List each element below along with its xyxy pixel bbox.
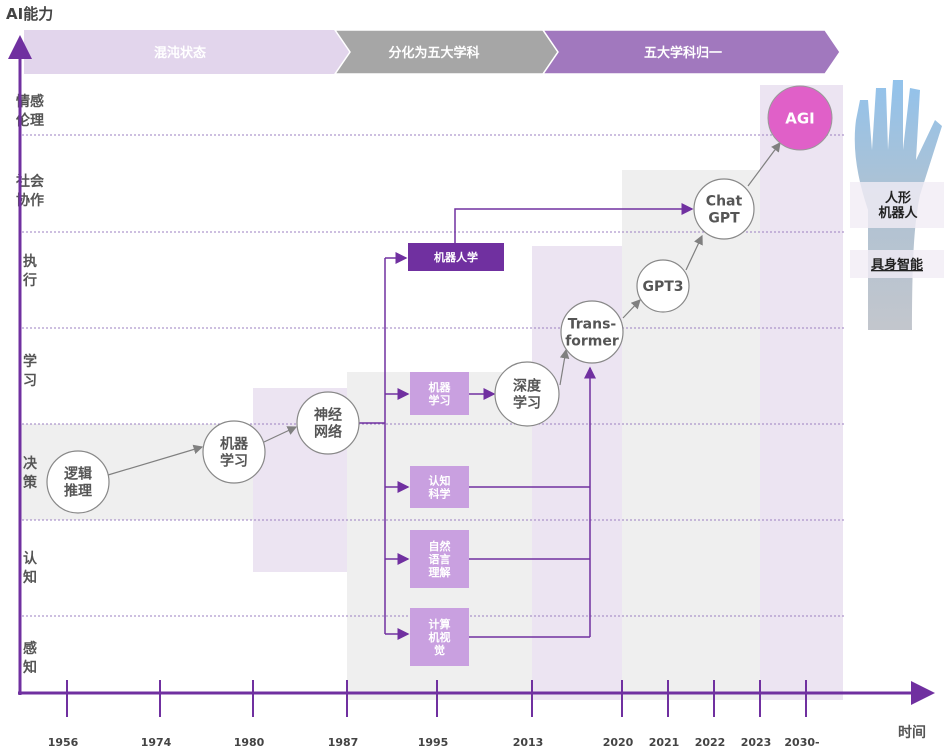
background-band (622, 170, 760, 700)
box-nlp-label: 自然 (429, 539, 451, 553)
box-ml (410, 372, 469, 415)
row-label: 认 (23, 550, 38, 567)
phase-label: 分化为五大学科 (388, 45, 479, 61)
node-nn-label: 神经 (314, 407, 342, 424)
robotics-to-chatgpt-arrow (454, 203, 694, 243)
box-cog-label: 认知 (429, 473, 451, 487)
phase-unification (541, 29, 841, 75)
row-label: 决 (23, 455, 38, 472)
year-label: 2023 (741, 736, 772, 749)
row-label: 策 (22, 474, 38, 491)
node-chatgpt (693, 178, 755, 240)
box-nlp-label: 语言 (429, 552, 451, 566)
phase-label: 混沌状态 (154, 45, 206, 61)
node-dl (494, 361, 560, 427)
box-nlp (410, 530, 469, 588)
row-label: 执 (23, 253, 37, 270)
node-ml-label: 机器 (220, 436, 249, 453)
node-nn-label: 网络 (314, 424, 342, 441)
node-agi-label: AGI (785, 109, 815, 127)
node-agi (767, 85, 833, 151)
y-axis-label: AI能力 (6, 5, 53, 23)
node-gpt3 (636, 259, 690, 313)
node-ml (202, 420, 266, 484)
box-cv-label: 机视 (429, 630, 451, 644)
humanoid-robot-label: 机器人 (878, 205, 918, 221)
year-label: 2013 (513, 736, 544, 749)
year-label: 2030- (784, 736, 819, 749)
box-ml-label: 机器 (429, 380, 452, 394)
progression-arrow (685, 234, 703, 271)
box-cv-label: 计算 (429, 617, 451, 631)
row-label: 知 (23, 659, 37, 676)
row-label: 学 (23, 353, 37, 370)
humanoid-label-bg (850, 182, 944, 228)
box-cog (410, 466, 469, 508)
year-label: 1987 (328, 736, 359, 749)
node-chatgpt-label: GPT (708, 211, 740, 227)
embodied-label-bg (850, 250, 944, 278)
row-label: 协作 (16, 192, 44, 209)
row-label: 伦理 (16, 112, 44, 129)
node-ml-label: 学习 (220, 453, 248, 470)
node-logic-label: 逻辑 (64, 466, 92, 483)
box-cv-label: 觉 (434, 643, 445, 657)
node-gpt3-label: GPT3 (642, 279, 683, 295)
phase-chaos (24, 30, 350, 74)
progression-arrow (107, 444, 204, 476)
node-transformer-label: former (565, 334, 619, 350)
row-label: 习 (23, 373, 37, 389)
year-label: 2020 (603, 736, 634, 749)
node-logic (46, 450, 110, 514)
year-label: 1980 (234, 736, 265, 749)
row-label: 感 (23, 640, 37, 657)
humanoid-robot-label: 人形 (885, 190, 911, 206)
node-dl-label: 深度 (513, 378, 542, 395)
embodied-intelligence-label: 具身智能 (871, 257, 923, 273)
year-label: 1956 (48, 736, 79, 749)
box-cv (410, 608, 469, 666)
box-cog-label: 科学 (429, 486, 451, 500)
row-label: 行 (22, 272, 37, 289)
progression-arrow (263, 426, 298, 443)
year-label: 2022 (695, 736, 726, 749)
phase-label: 五大学科归一 (644, 45, 722, 61)
node-dl-label: 学习 (513, 395, 541, 412)
box-robotics-label: 机器人学 (434, 250, 478, 264)
progression-arrow (747, 142, 781, 187)
year-label: 2021 (649, 736, 680, 749)
background-band (760, 85, 843, 700)
row-label: 社会 (15, 173, 45, 190)
box-ml-label: 学习 (429, 393, 451, 407)
year-label: 1974 (141, 736, 172, 749)
x-axis-label: 时间 (898, 724, 926, 741)
progression-arrow (559, 348, 570, 386)
row-label: 情感 (16, 93, 44, 110)
node-transformer-label: Trans- (568, 317, 617, 333)
node-nn (296, 391, 360, 455)
row-label: 知 (23, 569, 37, 586)
node-logic-label: 推理 (64, 483, 92, 500)
box-robotics (408, 243, 504, 271)
box-nlp-label: 理解 (429, 565, 451, 579)
year-label: 1995 (418, 736, 449, 749)
node-chatgpt-label: Chat (706, 194, 743, 210)
progression-arrow (622, 299, 641, 319)
node-transformer (560, 300, 624, 364)
